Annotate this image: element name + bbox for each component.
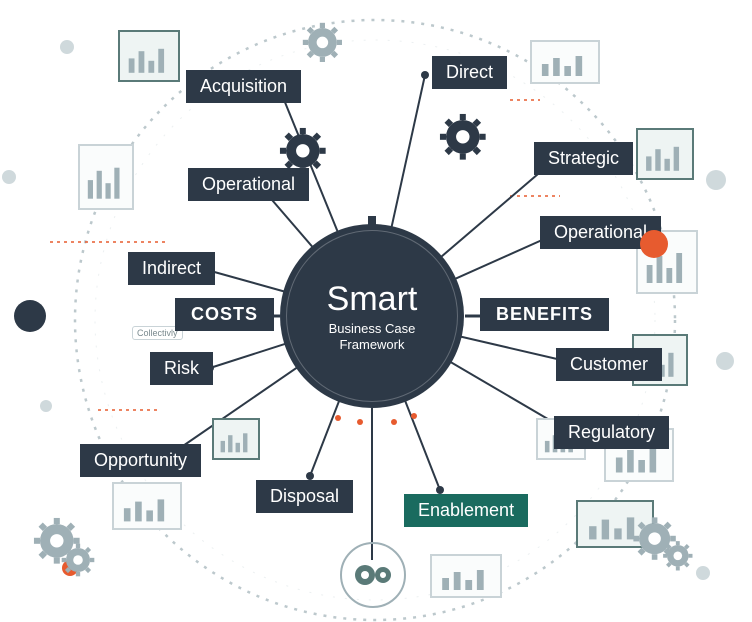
node-disposal: Disposal: [256, 480, 353, 513]
node-enablement: Enablement: [404, 494, 528, 527]
deco-panel-9: [212, 418, 260, 460]
deco-dot-7: [60, 40, 74, 54]
axis-costs: COSTS: [175, 298, 274, 331]
deco-dot-1: [640, 230, 668, 258]
node-risk: Risk: [150, 352, 213, 385]
deco-panel-11: [430, 554, 502, 598]
deco-panel-1: [530, 40, 600, 84]
axis-benefits: BENEFITS: [480, 298, 609, 331]
gear-icon-1: [66, 548, 90, 577]
deco-panel-2: [636, 128, 694, 180]
node-indirect: Indirect: [128, 252, 215, 285]
node-regulatory: Regulatory: [554, 416, 669, 449]
gear-icon-5: [446, 120, 480, 159]
node-direct: Direct: [432, 56, 507, 89]
node-acquisition: Acquisition: [186, 70, 301, 103]
center-hub: Smart Business CaseFramework: [280, 224, 464, 408]
bottom-gear-badge: [338, 540, 408, 610]
deco-panel-7: [112, 482, 182, 530]
deco-dot-3: [40, 400, 52, 412]
deco-panel-0: [118, 30, 180, 82]
deco-dot-4: [706, 170, 726, 190]
deco-dot-5: [716, 352, 734, 370]
deco-dot-8: [696, 566, 710, 580]
deco-dot-0: [14, 300, 46, 332]
gear-icon-2: [639, 523, 670, 559]
node-strategic: Strategic: [534, 142, 633, 175]
node-customer: Customer: [556, 348, 662, 381]
diagram-canvas: Collectivly DirectStrategicOperationalCu…: [0, 0, 752, 622]
gear-icon-3: [667, 545, 689, 572]
gear-icon-6: [308, 28, 337, 62]
node-opportunity: Opportunity: [80, 444, 201, 477]
gear-icon-4: [286, 134, 320, 173]
deco-panel-8: [78, 144, 134, 210]
node-operational: Operational: [188, 168, 309, 201]
deco-dot-6: [2, 170, 16, 184]
